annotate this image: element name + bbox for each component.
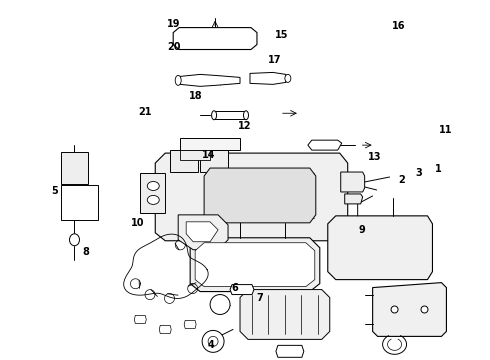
Bar: [200, 150, 228, 172]
Polygon shape: [240, 289, 330, 339]
Text: 12: 12: [238, 121, 252, 131]
Ellipse shape: [208, 336, 218, 346]
Polygon shape: [134, 315, 147, 323]
Polygon shape: [345, 194, 363, 204]
Ellipse shape: [147, 181, 159, 190]
Text: 8: 8: [83, 247, 90, 257]
Text: 15: 15: [275, 30, 289, 40]
Ellipse shape: [70, 234, 79, 246]
Ellipse shape: [285, 75, 291, 82]
Bar: [170, 150, 198, 172]
Polygon shape: [276, 345, 304, 357]
Ellipse shape: [212, 111, 217, 120]
Text: 11: 11: [439, 125, 452, 135]
Text: 14: 14: [201, 150, 215, 160]
Polygon shape: [180, 75, 240, 86]
Polygon shape: [230, 285, 254, 294]
Bar: [61, 185, 98, 220]
Ellipse shape: [244, 111, 248, 120]
Ellipse shape: [202, 330, 224, 352]
Text: 7: 7: [256, 293, 263, 303]
Polygon shape: [341, 172, 365, 192]
Polygon shape: [190, 238, 320, 292]
Ellipse shape: [391, 306, 398, 313]
Polygon shape: [159, 325, 171, 333]
Ellipse shape: [421, 306, 428, 313]
Text: 16: 16: [392, 21, 406, 31]
Polygon shape: [204, 168, 316, 223]
Polygon shape: [184, 320, 196, 328]
Text: 18: 18: [189, 91, 203, 101]
Text: 21: 21: [138, 107, 151, 117]
Text: 20: 20: [168, 42, 181, 52]
Bar: [61, 152, 89, 184]
Polygon shape: [214, 111, 246, 119]
Polygon shape: [328, 216, 433, 280]
Text: 4: 4: [207, 340, 214, 350]
Polygon shape: [173, 28, 257, 50]
Text: 1: 1: [435, 164, 441, 174]
Text: 17: 17: [268, 55, 281, 65]
Polygon shape: [195, 243, 315, 287]
Text: 5: 5: [51, 186, 58, 196]
Ellipse shape: [175, 75, 181, 85]
Polygon shape: [186, 222, 218, 242]
Ellipse shape: [210, 294, 230, 315]
Text: 19: 19: [168, 19, 181, 29]
Text: 10: 10: [131, 218, 144, 228]
Polygon shape: [250, 72, 286, 84]
Polygon shape: [180, 150, 210, 160]
Polygon shape: [308, 140, 342, 150]
Polygon shape: [140, 173, 165, 213]
Text: 6: 6: [232, 283, 239, 293]
Polygon shape: [180, 138, 240, 150]
Ellipse shape: [147, 195, 159, 204]
Polygon shape: [155, 153, 348, 241]
Text: 13: 13: [368, 152, 381, 162]
Text: 3: 3: [415, 168, 422, 178]
Polygon shape: [372, 283, 446, 336]
Polygon shape: [178, 215, 228, 250]
Ellipse shape: [68, 191, 81, 209]
Text: 2: 2: [398, 175, 405, 185]
Text: 9: 9: [359, 225, 366, 235]
